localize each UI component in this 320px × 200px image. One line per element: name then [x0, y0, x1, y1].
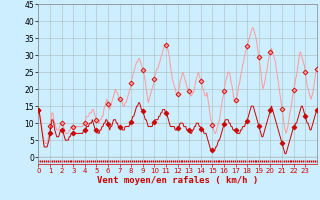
X-axis label: Vent moyen/en rafales ( km/h ): Vent moyen/en rafales ( km/h ): [97, 176, 258, 185]
